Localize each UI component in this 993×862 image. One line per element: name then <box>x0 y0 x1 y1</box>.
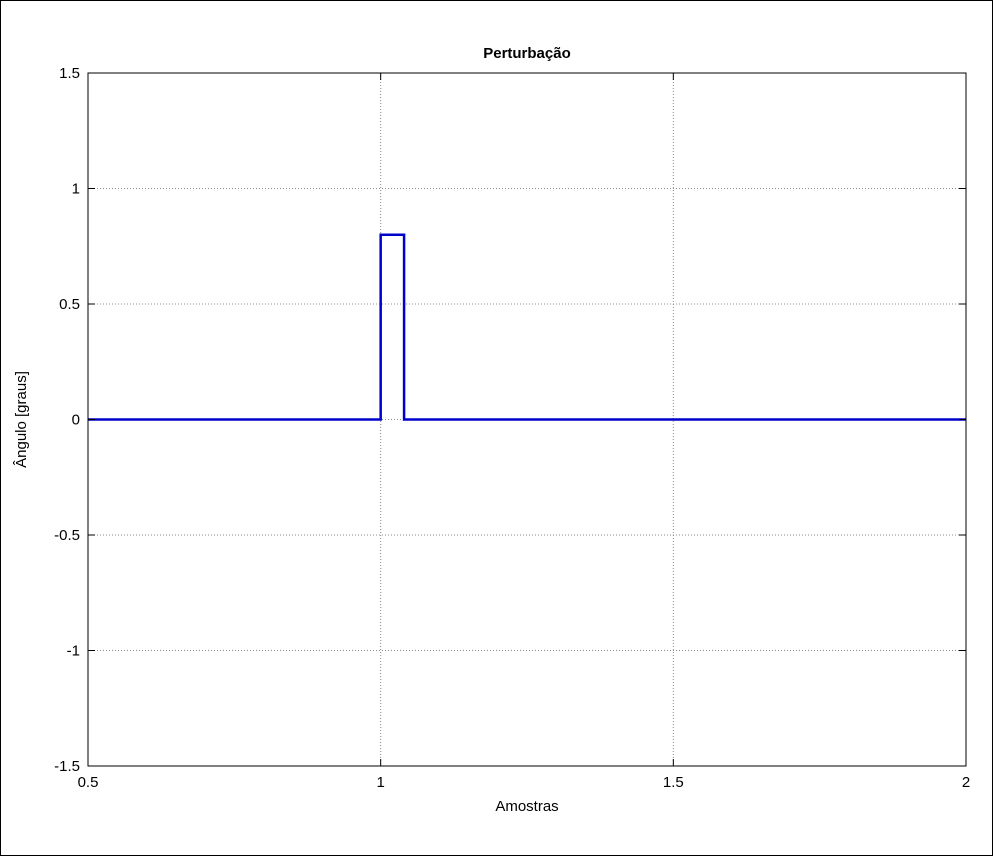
y-tick-label: 1.5 <box>59 65 80 82</box>
y-tick-label: 0 <box>72 412 80 429</box>
x-axis-label: Amostras <box>495 798 558 815</box>
x-tick-label: 0.5 <box>78 774 99 791</box>
ticks: 0.5 1 1.5 2 -1.5 -1 -0.5 0 0.5 1 1.5 <box>54 65 970 791</box>
y-axis-label: Ângulo [graus] <box>13 371 30 468</box>
chart-title: Perturbação <box>483 45 571 62</box>
y-tick-label: -1 <box>67 643 80 660</box>
plot-area <box>88 233 966 421</box>
y-tick-label: -1.5 <box>54 758 80 775</box>
x-tick-label: 1 <box>376 774 384 791</box>
x-tick-label: 2 <box>962 774 970 791</box>
x-tick-label: 1.5 <box>663 774 684 791</box>
y-tick-label: 1 <box>72 181 80 198</box>
y-tick-label: -0.5 <box>54 527 80 544</box>
y-tick-label: 0.5 <box>59 296 80 313</box>
series-line <box>88 233 966 421</box>
